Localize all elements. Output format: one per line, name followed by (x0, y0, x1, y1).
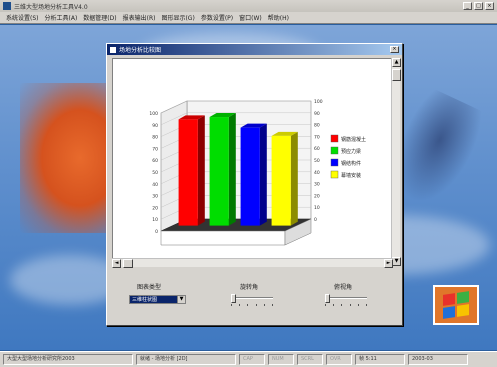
app-title: 三维大型场地分析工具V4.0 (14, 2, 88, 11)
status-company: 大型大型场地分析研究所2003 (3, 354, 133, 365)
legend-label: 预应力梁 (341, 148, 361, 155)
horizontal-scrollbar[interactable]: ◄ ► (112, 258, 393, 267)
rotation-slider[interactable] (231, 294, 273, 308)
y-tick-label-right: 50 (314, 158, 320, 164)
chart-dialog: 场地分析比较图 × 0 0 10 10 20 20 30 30 40 40 50 50 60 60 70 70… (106, 43, 403, 326)
y-tick-label: 50 (152, 170, 158, 176)
y-tick-label: 60 (152, 158, 158, 164)
legend-label: 钢筋混凝土 (341, 136, 366, 143)
status-overwrite: OVR (326, 354, 352, 365)
chart-type-value: 三维柱状图 (130, 296, 177, 303)
menu-analysis[interactable]: 分析工具(A) (45, 13, 78, 22)
bar-side (198, 115, 205, 225)
bar (210, 117, 229, 226)
menu-system[interactable]: 系统设置(S) (6, 13, 39, 22)
chart-type-label: 图表类型 (137, 282, 161, 291)
elevation-slider[interactable] (325, 294, 367, 308)
y-tick-label-right: 80 (314, 123, 320, 129)
status-caps: CAP (239, 354, 265, 365)
y-tick-label-right: 0 (314, 217, 317, 223)
bar (241, 128, 260, 226)
status-num: NUM (268, 354, 294, 365)
vertical-scrollbar[interactable]: ▲ ▼ (391, 58, 400, 266)
status-date: 2003-03 (408, 354, 468, 365)
y-tick-label: 40 (152, 182, 158, 188)
rotation-slider-handle[interactable] (231, 294, 236, 303)
status-bar: 大型大型场地分析研究所2003 就绪 - 场地分析 [2D] CAP NUM S… (0, 351, 497, 367)
y-tick-label-right: 70 (314, 134, 320, 140)
legend-swatch (331, 171, 338, 178)
bar-chart: 0 0 10 10 20 20 30 30 40 40 50 50 60 60 70 70 80 80 90 90 10… (113, 59, 393, 266)
scroll-left-icon[interactable]: ◄ (112, 259, 121, 268)
bar (179, 119, 198, 225)
dialog-close-button[interactable]: × (390, 46, 399, 53)
y-tick-label: 0 (155, 229, 158, 235)
y-tick-label-right: 100 (314, 99, 323, 105)
y-tick-label-right: 20 (314, 193, 320, 199)
elevation-slider-handle[interactable] (325, 294, 330, 303)
menu-params[interactable]: 参数设置(P) (201, 13, 233, 22)
legend-swatch (331, 135, 338, 142)
scroll-down-icon[interactable]: ▼ (392, 257, 401, 266)
bar-side (291, 132, 298, 226)
legend-label: 钢结构件 (341, 160, 361, 167)
app-title-bar: 三维大型场地分析工具V4.0 _ □ × (0, 0, 497, 12)
y-tick-label: 30 (152, 194, 158, 200)
app-icon (3, 2, 11, 10)
legend-swatch (331, 159, 338, 166)
scroll-thumb[interactable] (392, 69, 401, 81)
legend-swatch (331, 147, 338, 154)
y-tick-label: 80 (152, 135, 158, 141)
rotation-label: 旋转角 (240, 282, 258, 291)
y-tick-label-right: 40 (314, 170, 320, 176)
y-tick-label-right: 90 (314, 111, 320, 117)
menu-data[interactable]: 数据管理(D) (83, 13, 116, 22)
bar-side (229, 113, 236, 226)
y-tick-label: 70 (152, 146, 158, 152)
scroll-up-icon[interactable]: ▲ (392, 58, 401, 67)
status-scroll: SCRL (297, 354, 323, 365)
chevron-down-icon[interactable]: ▼ (177, 296, 185, 303)
dialog-title-bar[interactable]: 场地分析比较图 (107, 44, 402, 55)
y-tick-label: 20 (152, 205, 158, 211)
orange-decoration (20, 83, 120, 233)
menu-window[interactable]: 窗口(W) (239, 13, 262, 22)
maximize-icon[interactable]: □ (474, 2, 483, 10)
dialog-icon (110, 47, 116, 53)
chart-base-front (161, 231, 285, 245)
y-tick-label: 90 (152, 123, 158, 129)
y-tick-label-right: 60 (314, 146, 320, 152)
window-controls: _ □ × (463, 2, 494, 10)
bar-side (260, 124, 267, 226)
menu-bar: 系统设置(S) 分析工具(A) 数据管理(D) 报表输出(R) 图形显示(G) … (0, 12, 497, 24)
bar (272, 136, 291, 226)
y-tick-label: 10 (152, 217, 158, 223)
status-message: 就绪 - 场地分析 [2D] (136, 354, 236, 365)
chart-panel: 0 0 10 10 20 20 30 30 40 40 50 50 60 60 70 70 80 80 90 90 10… (112, 58, 393, 266)
y-tick-label: 100 (149, 111, 158, 117)
menu-graphics[interactable]: 图形显示(G) (161, 13, 194, 22)
menu-help[interactable]: 帮助(H) (268, 13, 289, 22)
windows-logo-icon (433, 285, 479, 325)
y-tick-label-right: 10 (314, 205, 320, 211)
chart-type-select[interactable]: 三维柱状图 ▼ (129, 295, 186, 304)
legend-label: 幕墙安装 (341, 172, 361, 179)
hscroll-thumb[interactable] (123, 259, 133, 268)
minimize-icon[interactable]: _ (463, 2, 472, 10)
dialog-title: 场地分析比较图 (119, 45, 161, 54)
elevation-label: 俯视角 (334, 282, 352, 291)
y-tick-label-right: 30 (314, 182, 320, 188)
status-position: 帧 5:11 (355, 354, 405, 365)
close-icon[interactable]: × (485, 2, 494, 10)
scroll-right-icon[interactable]: ► (384, 259, 393, 268)
menu-report[interactable]: 报表输出(R) (123, 13, 156, 22)
